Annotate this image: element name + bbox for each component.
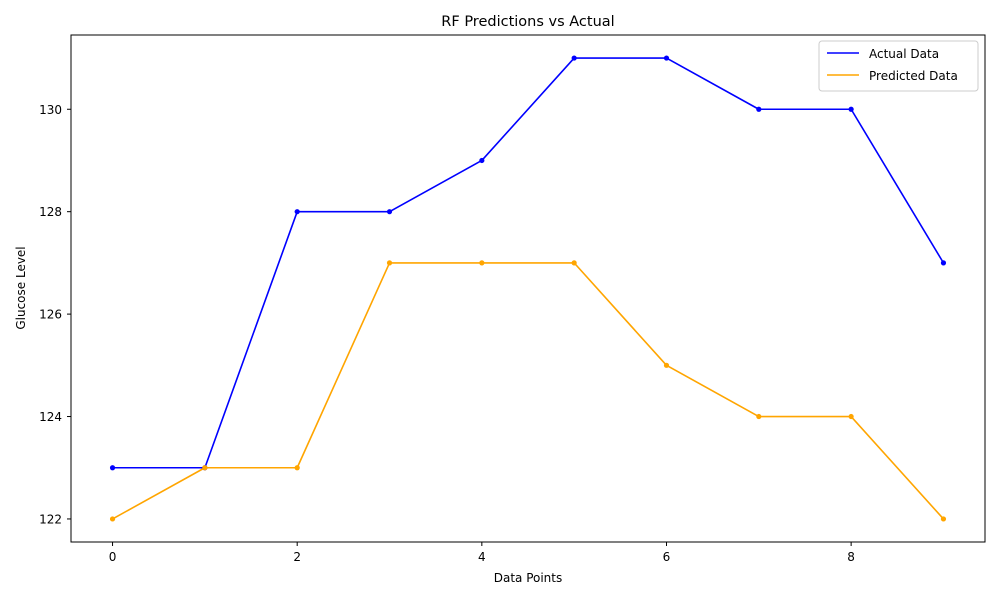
data-point-predicted-data [109,516,116,522]
series-line-predicted-data [112,262,945,520]
y-tick-label: 122 [39,512,62,526]
data-point-actual-data [109,465,116,471]
plot-frame [70,34,986,543]
y-tick-label: 128 [39,205,62,219]
x-tick-label: 6 [663,550,671,564]
data-point-predicted-data [294,465,300,471]
data-point-actual-data [386,209,393,215]
y-axis-label: Glucose Level [14,246,28,329]
x-axis-ticks: 0 2 4 6 8 [109,542,855,564]
y-tick-label: 126 [39,308,62,322]
y-tick-label: 130 [39,103,62,117]
data-point-actual-data [663,55,670,61]
data-point-actual-data [848,106,854,112]
data-point-actual-data [479,157,485,164]
x-axis-label: Data Points [494,571,563,585]
data-point-predicted-data [756,413,762,420]
data-point-actual-data [756,106,762,112]
data-point-actual-data [940,260,947,266]
data-point-predicted-data [202,465,208,471]
series-layer [109,55,947,522]
legend-label-predicted: Predicted Data [869,69,958,83]
legend: Actual Data Predicted Data [818,40,979,92]
y-axis-ticks: 122 124 126 128 130 [39,103,71,526]
x-tick-label: 4 [478,550,486,564]
x-tick-label: 2 [293,550,301,564]
data-point-predicted-data [940,516,947,522]
x-tick-label: 8 [847,550,855,564]
data-point-predicted-data [848,413,854,420]
data-point-actual-data [571,55,577,61]
chart-title: RF Predictions vs Actual [441,14,614,30]
y-tick-label: 124 [39,410,62,424]
data-point-actual-data [294,209,300,215]
data-point-predicted-data [479,260,485,266]
legend-label-actual: Actual Data [869,47,939,61]
data-point-predicted-data [571,260,577,266]
x-tick-label: 0 [109,550,117,564]
series-line-actual-data [112,57,945,469]
data-point-predicted-data [663,362,670,368]
data-point-predicted-data [386,260,393,266]
